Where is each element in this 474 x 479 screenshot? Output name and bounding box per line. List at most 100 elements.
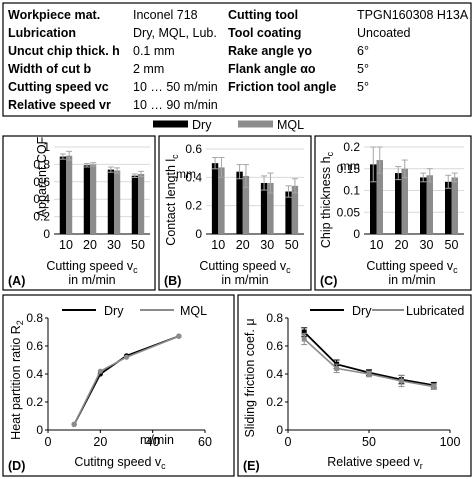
param-label: Friction tool angle (228, 80, 336, 94)
ylabel-a: Apparent COF (35, 136, 49, 217)
panel-label-c: (C) (320, 274, 337, 288)
x-tick-label: 10 (370, 238, 384, 252)
ylabel-d-sub: 2 (15, 320, 25, 325)
y-tick-label: 0.15 (337, 162, 361, 176)
xlabel-a-sub: c (133, 265, 138, 275)
series-line-lubricated (303, 338, 434, 388)
xunit-c: in m/min (388, 273, 435, 287)
x-tick-label: 50 (131, 238, 145, 252)
data-point (366, 371, 372, 377)
x-tick-label: 20 (236, 238, 250, 252)
xlabel-b: Cutting speed vc (199, 259, 291, 275)
xlabel-e-main: Relative speed v (327, 455, 420, 469)
xlabel-d-main: Cutitng speed v (74, 455, 162, 469)
param-value: Uncoated (357, 26, 411, 40)
series-line-dry (73, 335, 180, 425)
legend-d-label-dry: Dry (104, 304, 124, 318)
legend-e: Dry Lubricated (310, 304, 464, 318)
data-point (398, 378, 404, 384)
panel-label-e: (E) (243, 459, 260, 473)
param-value: 2 mm (133, 62, 164, 76)
x-tick-label: 20 (93, 435, 107, 449)
data-point (71, 421, 77, 427)
data-point (301, 336, 307, 342)
xlabel-d-sub: c (161, 461, 166, 471)
data-point (334, 365, 340, 371)
data-point (176, 333, 182, 339)
y-tick-label: 0 (195, 227, 202, 241)
panel-a: Apparent COF 0 0.2 0.4 0.6 0.8 1 10 20 30 50 Cut… (8, 136, 150, 288)
param-label: Width of cut b (8, 62, 92, 76)
ylabel-c-sub: c (325, 151, 335, 156)
param-label: Lubrication (8, 26, 76, 40)
bar-dry (107, 169, 114, 234)
param-label: Workpiece mat. (8, 8, 100, 22)
y-tick-label: 0.6 (185, 142, 202, 156)
x-tick-label: 50 (445, 238, 459, 252)
bar-mql (242, 175, 250, 234)
legend-label-mql: MQL (277, 118, 304, 132)
xlabel-b-main: Cutting speed v (199, 259, 287, 273)
ylabel-e: Sliding friction coef. μ (243, 318, 257, 437)
x-tick-label: 10 (211, 238, 225, 252)
xlabel-e-sub: r (420, 461, 423, 471)
legend-d-label-mql: MQL (180, 304, 207, 318)
panel-b-frame (158, 135, 312, 291)
x-tick-label: 50 (285, 238, 299, 252)
bar-dry (395, 173, 402, 234)
params-table: Workpiece mat. Inconel 718 Cutting tool … (8, 8, 469, 112)
y-tick-label: 0.4 (185, 170, 202, 184)
bar-dry (285, 191, 292, 234)
xlabel-c-main: Cutting speed v (366, 259, 454, 273)
panel-e: Dry Lubricated Sliding friction coef. μ … (243, 304, 464, 473)
y-tick-label: 0.4 (33, 192, 50, 206)
param-value: TPGN160308 H13A (357, 8, 469, 22)
legend-label-dry: Dry (192, 118, 212, 132)
bar-dry (131, 175, 138, 234)
bar-mql (267, 183, 274, 234)
y-tick-label: 0.2 (26, 395, 43, 409)
xunit-b: in m/min (221, 273, 268, 287)
param-value: 5° (357, 80, 369, 94)
param-label: Rake angle γo (228, 44, 312, 58)
panel-c-frame (314, 135, 472, 291)
yunit-b: mm (176, 167, 196, 181)
bar-mql (451, 177, 458, 234)
x-tick-label: 60 (198, 435, 212, 449)
panel-b: Contact length lc mm 00.20.40.6 10 20 30 50… (164, 142, 304, 288)
xlabel-a: Cutting speed vc (46, 259, 138, 275)
bar-dry (83, 165, 90, 234)
ylabel-b-main: Contact length l (164, 159, 178, 246)
data-point (301, 329, 307, 335)
y-tick-label: 0.2 (185, 199, 202, 213)
y-tick-label: 0.2 (266, 395, 283, 409)
yunit-c: mm (340, 159, 360, 173)
y-tick-label: 0.6 (26, 339, 43, 353)
ylabel-b-sub: c (170, 154, 180, 159)
param-value: 6° (357, 44, 369, 58)
bar-mql (291, 185, 299, 234)
bar-dry (445, 181, 452, 234)
xlabel-b-sub: c (286, 265, 291, 275)
bar-dry (260, 183, 268, 234)
param-label: Uncut chip thick. h (8, 44, 120, 58)
y-tick-label: 0.8 (33, 157, 50, 171)
xlabel-c: Cutting speed vc (366, 259, 458, 275)
panel-e-frame (237, 294, 472, 477)
xunit-tick-d: m/min (140, 433, 174, 447)
panel-c: Chip thickness hc mm 00.050.10.150.2 10 2… (319, 140, 464, 288)
x-tick-label: 20 (395, 238, 409, 252)
param-value: Inconel 718 (133, 8, 198, 22)
param-value: 10 … 50 m/min (133, 80, 218, 94)
panel-label-a: (A) (8, 274, 25, 288)
panel-label-b: (B) (164, 274, 181, 288)
legend-d: Dry MQL (62, 304, 207, 318)
x-tick-label: 20 (83, 238, 97, 252)
y-tick-label: 0.2 (343, 140, 360, 154)
param-label: Flank angle αo (228, 62, 316, 76)
ylabel-d: Heat partition ratio R2 (9, 320, 25, 440)
param-label: Cutting tool (228, 8, 298, 22)
x-tick-label: 100 (440, 435, 461, 449)
y-tick-label: 0.2 (33, 210, 50, 224)
x-tick-label: 0 (285, 435, 292, 449)
